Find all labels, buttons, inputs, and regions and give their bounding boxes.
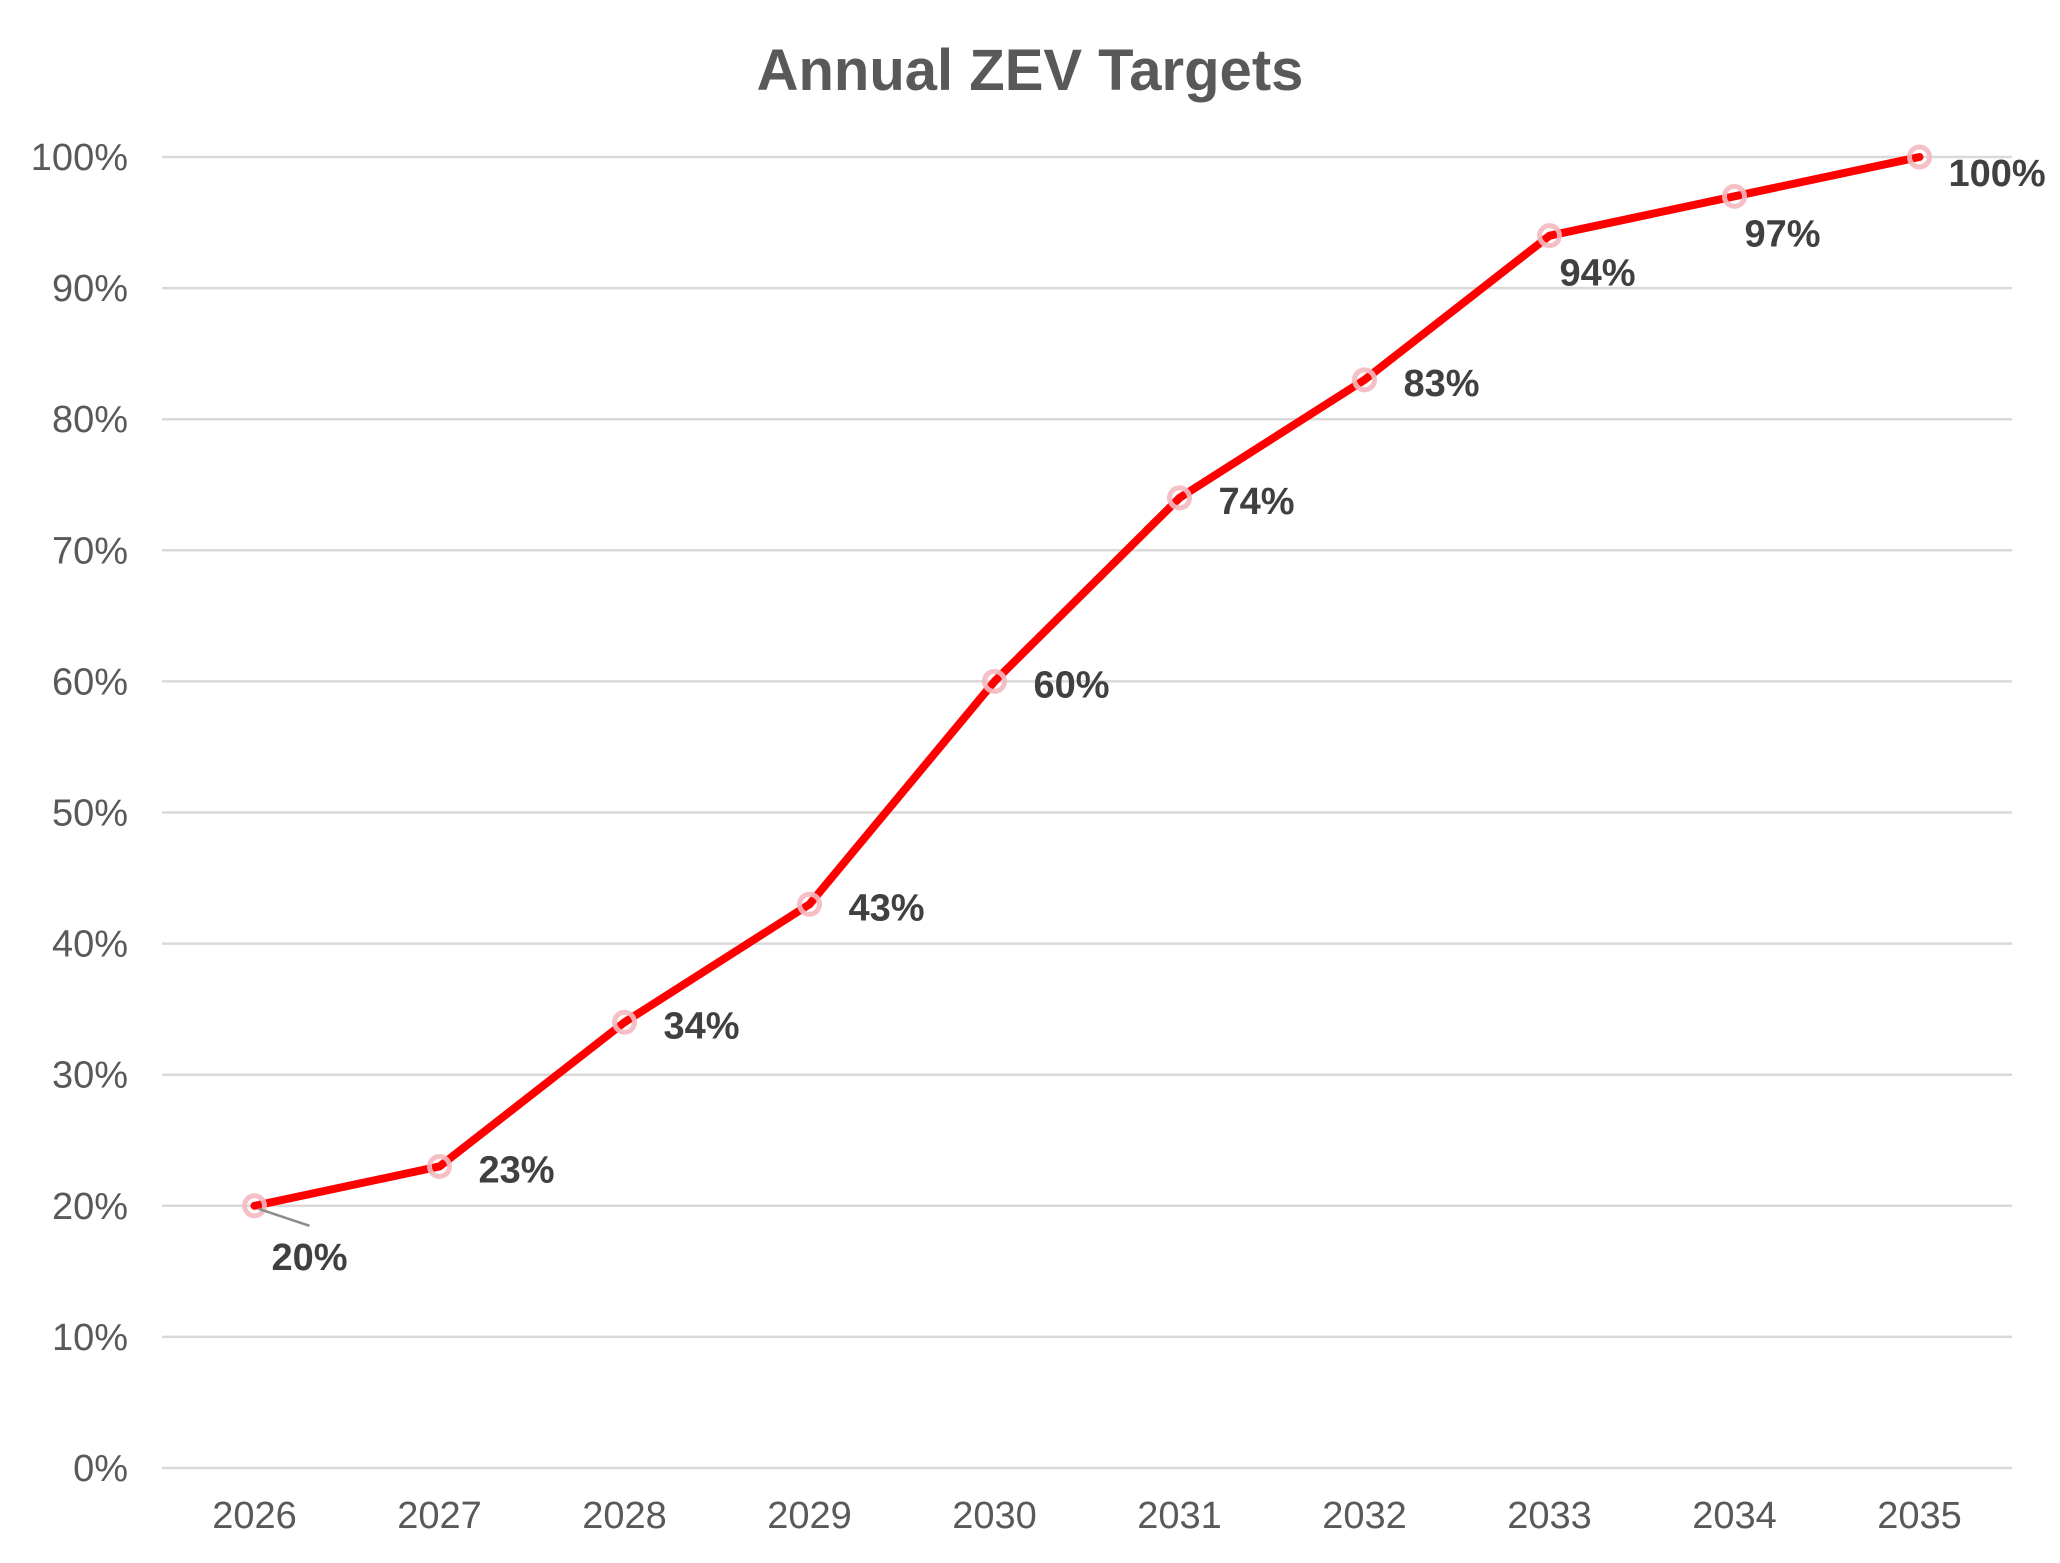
x-tick-label: 2027 — [397, 1495, 482, 1537]
data-point-marker — [612, 1009, 637, 1035]
data-label: 94% — [1560, 253, 1636, 295]
data-label-leader-line — [258, 1207, 310, 1227]
data-label: 74% — [1219, 481, 1295, 523]
x-tick-label: 2029 — [767, 1495, 852, 1537]
data-label: 34% — [664, 1005, 740, 1047]
data-point-marker — [1352, 367, 1377, 393]
y-tick-label: 0% — [73, 1448, 128, 1490]
x-tick-label: 2031 — [1137, 1495, 1222, 1537]
y-tick-label: 50% — [52, 793, 128, 835]
series-line-group — [250, 153, 1924, 1210]
y-tick-label: 90% — [52, 268, 128, 310]
data-point-marker — [242, 1193, 267, 1219]
gridlines — [162, 155, 2012, 1470]
chart-title: Annual ZEV Targets — [757, 38, 1304, 103]
x-tick-label: 2033 — [1507, 1495, 1592, 1537]
data-label: 20% — [272, 1237, 348, 1279]
y-axis-tick-labels: 0% 10% 20% 30% 40% 50% 60% 70% 80% 90% 100% — [31, 137, 128, 1490]
x-tick-label: 2030 — [952, 1495, 1037, 1537]
x-tick-label: 2032 — [1322, 1495, 1407, 1537]
x-tick-label: 2035 — [1877, 1495, 1962, 1537]
data-point-marker — [1722, 183, 1747, 209]
data-label: 97% — [1745, 213, 1821, 255]
y-tick-label: 80% — [52, 399, 128, 441]
y-tick-label: 70% — [52, 530, 128, 572]
data-point-marker — [797, 891, 822, 917]
y-tick-label: 30% — [52, 1055, 128, 1097]
data-point-markers — [242, 144, 1932, 1219]
y-tick-label: 20% — [52, 1186, 128, 1228]
y-tick-label: 40% — [52, 924, 128, 966]
x-tick-label: 2034 — [1692, 1495, 1777, 1537]
data-label: 100% — [1949, 153, 2046, 195]
x-tick-label: 2028 — [582, 1495, 667, 1537]
x-tick-label: 2026 — [212, 1495, 297, 1537]
data-point-marker — [1537, 223, 1562, 249]
x-axis-tick-labels: 2026 2027 2028 2029 2030 2031 2032 2033 2034 2035 — [212, 1495, 1962, 1537]
data-point-marker — [1907, 144, 1932, 170]
data-label: 83% — [1404, 363, 1480, 405]
data-label: 60% — [1034, 664, 1110, 706]
y-tick-label: 10% — [52, 1317, 128, 1359]
data-point-marker — [427, 1153, 452, 1179]
data-point-marker — [982, 668, 1007, 694]
data-labels: 20% 23% 34% 43% 60% 74% 83% 94% 97% 100% — [258, 153, 2046, 1279]
data-label: 23% — [479, 1149, 555, 1191]
y-tick-label: 60% — [52, 661, 128, 703]
y-tick-label: 100% — [31, 137, 128, 179]
data-label: 43% — [849, 887, 925, 929]
series-line — [250, 153, 1924, 1210]
data-point-marker — [1167, 485, 1192, 511]
